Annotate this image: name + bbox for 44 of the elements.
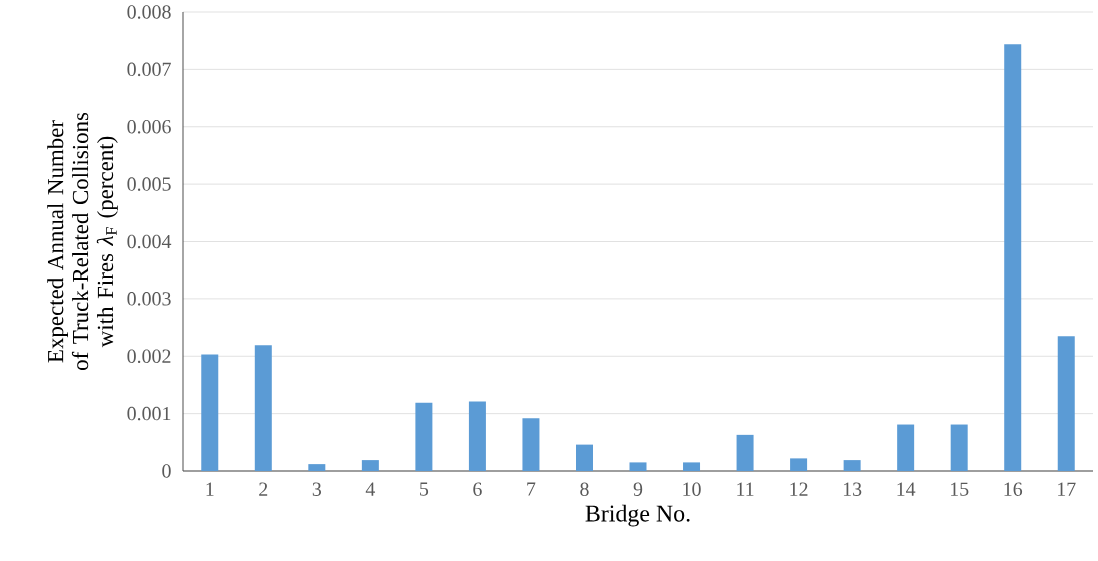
bar [522,418,540,472]
bar [361,460,379,472]
bar [201,354,219,472]
bar [1004,44,1022,472]
bar [575,444,593,472]
x-tick-label: 13 [843,482,862,496]
bar [897,424,915,472]
x-tick-label: 6 [473,482,482,496]
bar [843,460,861,472]
y-tick-label: 0.002 [127,349,171,364]
bar [683,462,701,472]
x-tick-label: 3 [312,482,322,496]
bar [790,458,808,472]
y-tick-label: 0.006 [127,119,171,134]
x-tick-label: 12 [790,482,808,496]
bar [468,401,486,472]
y-tick-label: 0.007 [127,62,171,77]
x-tick-label: 10 [683,482,701,496]
bar [415,402,433,472]
y-tick-label: 0.003 [127,292,171,306]
x-tick-label: 8 [580,482,589,496]
x-tick-label: 16 [1004,482,1023,496]
bar [308,464,326,472]
bar [629,462,647,472]
x-tick-label: 1 [206,482,214,496]
y-tick-label: 0.004 [127,234,172,249]
x-tick-label: 17 [1058,482,1076,496]
bar [950,424,968,472]
y-tick-label: 0.008 [127,5,171,19]
x-tick-label: 7 [527,482,536,496]
y-tick-label: 0.005 [127,177,171,191]
x-axis-title: Bridge No. [585,504,690,527]
x-tick-label: 14 [897,482,916,496]
y-tick-label: 0 [162,464,171,478]
x-tick-label: 5 [420,482,429,496]
bar [254,345,272,472]
x-tick-label: 9 [633,482,643,496]
x-tick-label: 15 [950,482,969,496]
y-tick-label: 0.001 [127,406,171,421]
bar [1057,336,1075,472]
x-tick-label: 2 [259,482,268,496]
x-tick-label: 11 [737,482,754,496]
bar [736,434,754,472]
x-tick-label: 4 [365,482,376,496]
